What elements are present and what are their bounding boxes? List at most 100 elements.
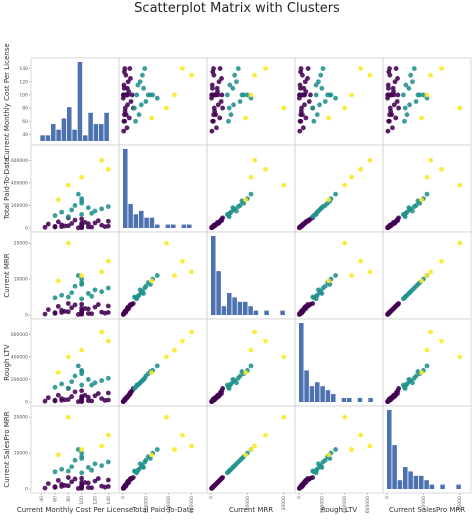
scatter-point <box>342 182 348 188</box>
scatter-point <box>59 307 65 313</box>
scatter-point <box>122 397 127 403</box>
scatter-point <box>248 447 254 452</box>
scatter-point <box>85 465 91 470</box>
scatter-point <box>322 99 328 104</box>
scatter-point <box>79 212 85 217</box>
scatter-point <box>358 66 364 71</box>
scatter-point <box>311 118 317 124</box>
scatter-point <box>89 224 95 230</box>
scatter-point <box>79 475 85 481</box>
scatter-point <box>411 204 417 209</box>
scatter-point <box>326 197 332 203</box>
scatter-point <box>79 399 85 404</box>
scatter-point <box>79 174 85 180</box>
scatter-point <box>310 475 316 480</box>
scatter-point <box>105 375 111 381</box>
scatter-point <box>310 301 316 306</box>
scatter-point <box>248 347 254 353</box>
x-tick-label: 20000 <box>281 496 287 510</box>
x-tick-label: 400000 <box>342 496 348 513</box>
histogram-bar <box>331 394 336 402</box>
scatter-point <box>133 118 138 124</box>
scatter-point <box>424 92 430 98</box>
y-tick-label: 600000 <box>11 332 28 338</box>
scatter-point <box>419 370 424 376</box>
scatter-point <box>105 258 111 264</box>
scatter-point <box>148 92 153 98</box>
scatter-point <box>389 112 395 118</box>
scatter-point <box>415 198 421 204</box>
panel-current-salespro-mrr-vs-current-salespro-mrr <box>382 405 472 494</box>
histogram-bar <box>56 129 61 141</box>
x-axis-label: Rough LTV <box>321 506 358 514</box>
scatter-point <box>92 478 98 484</box>
scatter-point <box>216 79 222 85</box>
scatter-point <box>105 218 111 224</box>
scatter-point <box>415 92 421 98</box>
scatter-point <box>219 76 224 81</box>
scatter-point <box>85 221 91 227</box>
scatter-point <box>149 115 154 121</box>
scatter-point <box>217 66 223 71</box>
scatter-point <box>172 447 177 452</box>
scatter-point <box>386 224 392 229</box>
scatter-point <box>95 476 101 481</box>
x-tick-label: 200000 <box>319 496 325 513</box>
scatter-point <box>52 310 58 316</box>
scatter-point <box>105 390 111 396</box>
y-tick-label: 400000 <box>11 180 28 186</box>
scatter-point <box>105 166 111 172</box>
scatter-point <box>248 191 254 197</box>
histogram-bar <box>51 124 56 141</box>
scatter-point <box>89 467 95 473</box>
histogram-bar <box>128 203 133 228</box>
scatter-point <box>231 207 236 213</box>
scatter-point <box>136 112 142 118</box>
scatter-point <box>180 338 185 344</box>
scatter-point <box>180 258 185 264</box>
scatter-point <box>281 105 287 111</box>
y-axis-label: Current Monthly Cost Per License <box>3 43 11 159</box>
scatter-point <box>121 128 127 134</box>
scatter-point <box>65 354 71 360</box>
scatter-point <box>415 369 421 374</box>
scatter-point <box>263 166 268 172</box>
scatter-point <box>308 92 313 98</box>
histogram-bar <box>40 135 45 141</box>
scatter-point <box>79 382 85 388</box>
scatter-point <box>302 92 308 98</box>
scatter-point <box>105 285 111 291</box>
x-tick-label: 120 <box>93 496 99 505</box>
scatter-point <box>164 240 169 246</box>
scatter-point <box>65 386 71 391</box>
histogram-bar <box>429 484 435 489</box>
scatter-point <box>298 224 304 229</box>
histogram-bar <box>72 129 77 141</box>
histogram-bar <box>155 224 160 228</box>
scatter-point <box>142 375 148 381</box>
scatter-point <box>239 456 245 461</box>
scatter-point <box>130 301 136 306</box>
y-tick-label: 600000 <box>11 158 28 164</box>
y-tick-label: 0 <box>25 487 28 493</box>
scatter-point <box>79 450 85 456</box>
scatter-point <box>403 382 409 388</box>
scatter-point <box>99 269 105 275</box>
scatter-point <box>79 456 85 461</box>
scatter-point <box>326 452 332 458</box>
scatter-point <box>215 220 221 226</box>
scatter-point <box>89 382 95 388</box>
scatter-point <box>85 377 91 382</box>
scatter-point <box>132 105 137 111</box>
scatter-point <box>386 397 392 403</box>
scatter-point <box>105 204 111 209</box>
scatter-point <box>122 484 127 490</box>
scatter-point <box>79 198 85 204</box>
histogram-bar <box>123 149 128 228</box>
y-axis-label: Rough LTV <box>3 344 11 381</box>
scatter-point <box>411 66 417 71</box>
scatter-point <box>154 447 160 452</box>
histogram-bar <box>413 475 419 489</box>
scatter-point <box>214 125 219 131</box>
histogram-bar <box>347 398 352 402</box>
